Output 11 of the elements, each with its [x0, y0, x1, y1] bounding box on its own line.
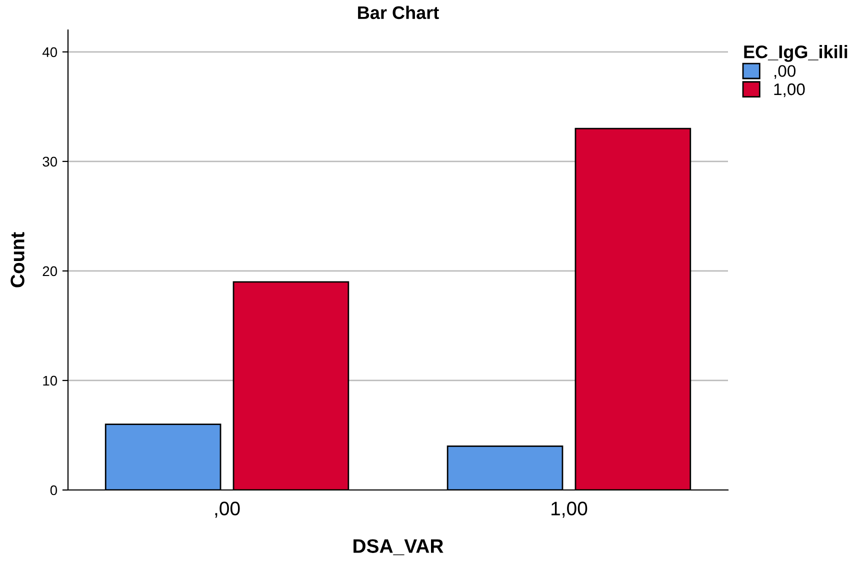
y-tick-label: 10	[43, 376, 58, 386]
legend-label: 1,00	[774, 83, 805, 98]
chart-title: Bar Chart	[358, 6, 439, 20]
legend-label: ,00	[774, 65, 796, 79]
x-axis-title: DSA_VAR	[354, 539, 444, 556]
y-tick-label: 0	[50, 485, 58, 496]
legend-title: EC_IgG_ikili	[744, 45, 848, 62]
y-tick-label: 30	[42, 156, 58, 167]
y-axis-title: Count	[10, 232, 24, 288]
y-tick-label: 40	[42, 47, 58, 58]
y-tick-label: 20	[42, 266, 58, 276]
